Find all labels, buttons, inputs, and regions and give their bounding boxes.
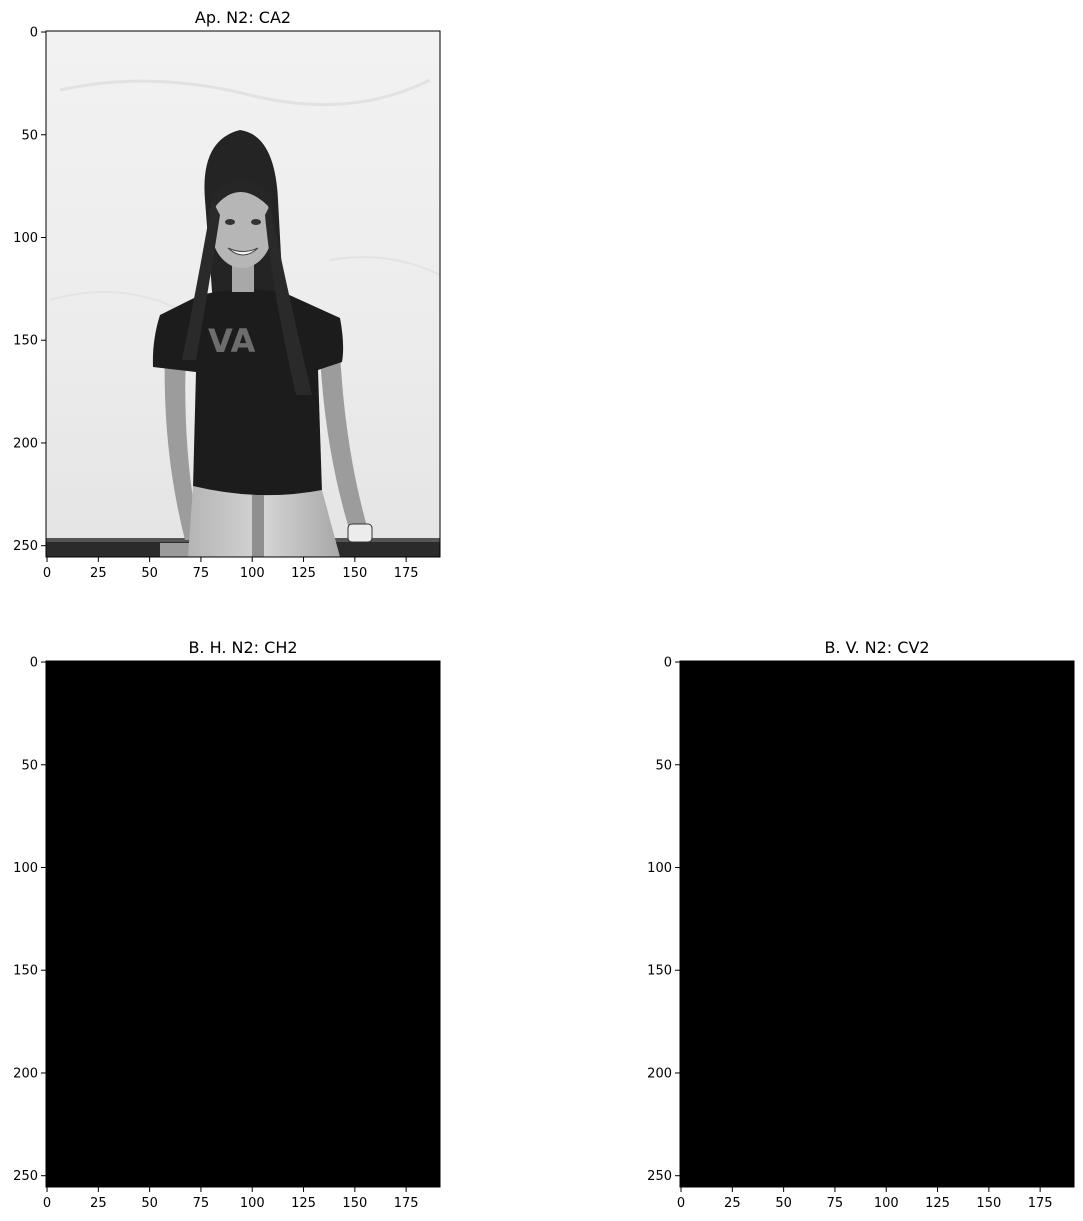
- x-tick-label: 175: [1028, 1196, 1053, 1211]
- black-image: [680, 661, 1074, 1187]
- x-tick-label: 175: [394, 566, 419, 581]
- axes-frame: [679, 660, 1075, 1188]
- x-tick-label: 75: [193, 566, 210, 581]
- y-tick-label: 150: [13, 964, 38, 979]
- y-tick-label: 100: [13, 231, 38, 246]
- y-axis: 0 50 100 150 200 250: [647, 656, 680, 1184]
- x-tick-label: 0: [677, 1196, 685, 1211]
- panel-horizontal-band: B. H. N2: CH2 0 25 50 75 100 125 150 175 0 50 100…: [13, 638, 441, 1211]
- x-axis: 0 25 50 75 100 125 150 175: [43, 557, 419, 581]
- y-tick-label: 50: [21, 128, 38, 143]
- axes-frame: [45, 30, 441, 558]
- x-tick-label: 50: [141, 566, 158, 581]
- x-tick-label: 25: [90, 1196, 107, 1211]
- y-tick-label: 50: [655, 758, 672, 773]
- y-tick-label: 200: [13, 436, 38, 451]
- panel-title: B. H. N2: CH2: [188, 638, 297, 657]
- x-tick-label: 150: [342, 1196, 367, 1211]
- svg-text:VA: VA: [208, 322, 256, 360]
- x-tick-label: 25: [724, 1196, 741, 1211]
- black-image: [46, 661, 440, 1187]
- axes-frame: [45, 660, 441, 1188]
- x-tick-label: 125: [925, 1196, 950, 1211]
- x-tick-label: 125: [291, 566, 316, 581]
- y-tick-label: 250: [13, 1169, 38, 1184]
- y-tick-label: 200: [13, 1066, 38, 1081]
- x-tick-label: 50: [141, 1196, 158, 1211]
- x-tick-label: 0: [43, 1196, 51, 1211]
- x-tick-label: 75: [827, 1196, 844, 1211]
- y-tick-label: 50: [21, 758, 38, 773]
- x-axis: 0 25 50 75 100 125 150 175: [677, 1187, 1053, 1211]
- y-tick-label: 0: [30, 26, 38, 41]
- x-tick-label: 100: [874, 1196, 899, 1211]
- x-tick-label: 125: [291, 1196, 316, 1211]
- y-tick-label: 100: [647, 861, 672, 876]
- y-axis: 0 50 100 150 200 250: [13, 26, 46, 554]
- x-tick-label: 25: [90, 566, 107, 581]
- x-tick-label: 50: [775, 1196, 792, 1211]
- photo-image: VA: [46, 31, 440, 557]
- x-tick-label: 150: [976, 1196, 1001, 1211]
- x-tick-label: 0: [43, 566, 51, 581]
- y-axis: 0 50 100 150 200 250: [13, 656, 46, 1184]
- y-tick-label: 250: [647, 1169, 672, 1184]
- panel-vertical-band: B. V. N2: CV2 0 25 50 75 100 125 150 175 0 50 100…: [647, 638, 1075, 1211]
- x-axis: 0 25 50 75 100 125 150 175: [43, 1187, 419, 1211]
- y-tick-label: 150: [13, 334, 38, 349]
- y-tick-label: 0: [664, 656, 672, 671]
- x-tick-label: 75: [193, 1196, 210, 1211]
- y-tick-label: 250: [13, 539, 38, 554]
- y-tick-label: 200: [647, 1066, 672, 1081]
- panel-title: Ap. N2: CA2: [195, 8, 291, 27]
- x-tick-label: 150: [342, 566, 367, 581]
- y-tick-label: 100: [13, 861, 38, 876]
- x-tick-label: 100: [240, 566, 265, 581]
- y-tick-label: 0: [30, 656, 38, 671]
- panel-title: B. V. N2: CV2: [824, 638, 929, 657]
- x-tick-label: 175: [394, 1196, 419, 1211]
- panel-original-image: Ap. N2: CA2 VA: [13, 8, 441, 581]
- y-tick-label: 150: [647, 964, 672, 979]
- x-tick-label: 100: [240, 1196, 265, 1211]
